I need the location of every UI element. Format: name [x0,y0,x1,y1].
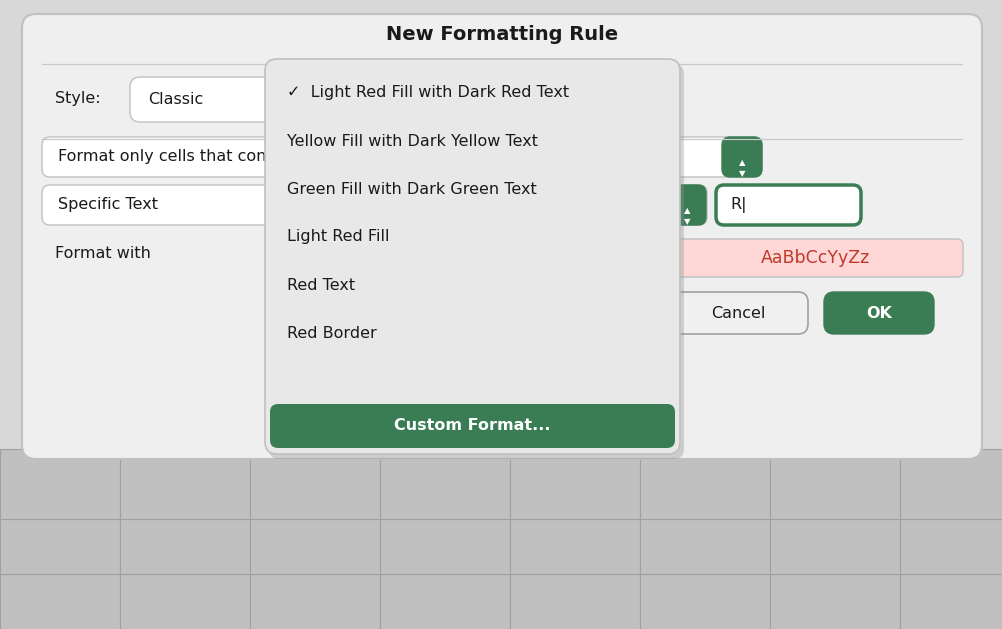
Bar [900,519,1002,574]
FancyBboxPatch shape [668,239,963,277]
Text: ▼: ▼ [403,101,409,109]
FancyBboxPatch shape [668,185,706,225]
FancyBboxPatch shape [42,137,762,177]
Bar [640,519,770,574]
Text: Green Fill with Dark Green Text: Green Fill with Dark Green Text [287,182,537,196]
Text: AaBbCcYyZz: AaBbCcYyZz [761,249,870,267]
FancyBboxPatch shape [716,185,861,225]
Bar [250,574,380,629]
Text: Format with: Format with [55,247,151,262]
Bar [0,519,120,574]
Text: ▼: ▼ [683,218,690,226]
FancyBboxPatch shape [344,185,382,225]
Text: ▲: ▲ [738,159,745,167]
Text: Format only cells that contain: Format only cells that contain [58,150,298,165]
Bar [120,519,250,574]
Bar [510,574,640,629]
Text: ▼: ▼ [738,169,745,179]
Bar [510,449,640,519]
FancyBboxPatch shape [668,292,808,334]
Text: Custom Format...: Custom Format... [394,418,551,433]
Text: Yellow Fill with Dark Yellow Text: Yellow Fill with Dark Yellow Text [287,133,538,148]
Text: Classic: Classic [148,91,203,106]
Text: ▼: ▼ [360,218,367,226]
FancyBboxPatch shape [265,59,680,454]
FancyBboxPatch shape [42,185,382,225]
Bar [770,574,900,629]
Text: R|: R| [730,197,746,213]
Bar [0,574,120,629]
Text: New Formatting Rule: New Formatting Rule [386,25,618,43]
Bar [380,574,510,629]
FancyBboxPatch shape [22,14,982,459]
FancyBboxPatch shape [270,404,675,448]
Text: Specific Text: Specific Text [58,198,158,213]
Bar [380,519,510,574]
Bar [0,449,120,519]
Text: ▲: ▲ [403,89,409,97]
FancyBboxPatch shape [824,292,934,334]
Bar [380,449,510,519]
FancyBboxPatch shape [392,185,707,225]
Bar [120,574,250,629]
Text: ▲: ▲ [683,206,690,216]
Text: Red Border: Red Border [287,325,377,340]
FancyBboxPatch shape [130,77,425,122]
Text: ❯: ❯ [399,93,413,105]
Bar [250,449,380,519]
Text: ✓  Light Red Fill with Dark Red Text: ✓ Light Red Fill with Dark Red Text [287,86,569,101]
FancyBboxPatch shape [722,137,762,177]
Text: ▲: ▲ [360,206,367,216]
Text: containing: containing [406,198,491,213]
Bar [510,519,640,574]
Text: Cancel: Cancel [710,306,766,321]
Text: OK: OK [866,306,892,321]
Bar [250,519,380,574]
Bar [640,449,770,519]
Bar [770,449,900,519]
Text: Red Text: Red Text [287,277,355,292]
Bar [120,449,250,519]
FancyBboxPatch shape [388,77,425,122]
Text: Style:: Style: [55,91,100,106]
Bar [640,574,770,629]
Text: Light Red Fill: Light Red Fill [287,230,390,245]
Bar [770,519,900,574]
FancyBboxPatch shape [269,64,684,459]
Bar [900,574,1002,629]
Bar [900,449,1002,519]
